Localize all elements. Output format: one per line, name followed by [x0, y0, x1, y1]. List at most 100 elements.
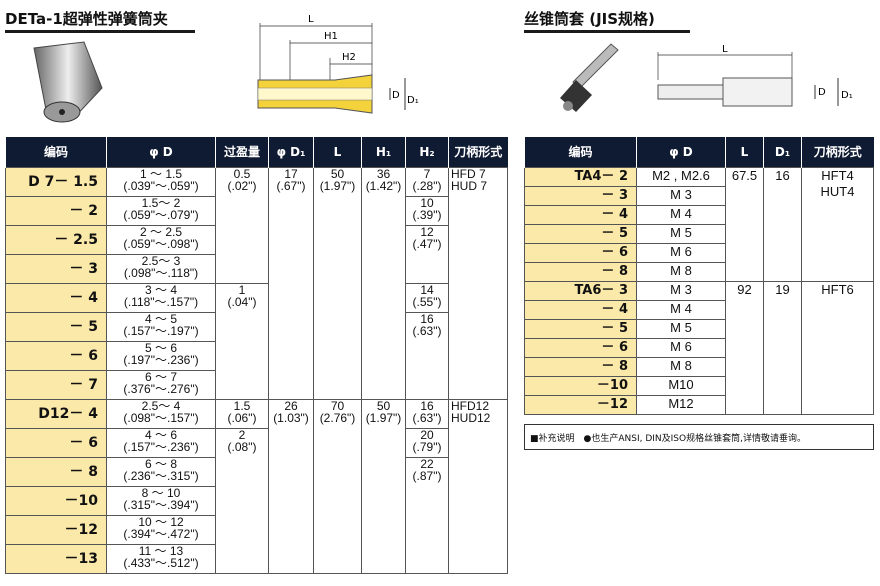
- title-underline: [524, 30, 690, 33]
- spec-cell: 1.5 (.06"): [215, 398, 269, 429]
- diameter-cell: M 4: [636, 204, 726, 225]
- spec-value: 0.5: [233, 166, 251, 181]
- diameter-cell: 1.5～ 2 (.059"～.079"): [106, 195, 216, 226]
- spec-sub: (.04"): [227, 294, 257, 309]
- diameter-inch: (.098"～.118"): [123, 265, 199, 280]
- diameter-cell: 11 ～ 13 (.433"～.512"): [106, 543, 216, 574]
- diameter-inch: (.376"～.276"): [123, 381, 199, 396]
- item-code: － 3: [524, 185, 637, 206]
- diameter-mm: M 6: [670, 338, 692, 354]
- column-header: L: [313, 137, 362, 167]
- spec-sub: (.02"): [227, 178, 257, 193]
- spec-sub: (.63"): [412, 410, 442, 425]
- spec-sub: (.63"): [412, 323, 442, 338]
- spec-cell: HFD12 HUD12: [448, 398, 508, 574]
- spec-value: 12: [420, 224, 434, 239]
- collet-dimension-diagram: L H1 H2 D D₁: [257, 14, 419, 114]
- diameter-inch: (.394"～.472"): [123, 526, 199, 541]
- column-header: L: [725, 137, 764, 167]
- item-code: －10: [524, 375, 637, 396]
- spec-cell: 1 (.04"): [215, 282, 269, 400]
- table-row: － 2 1.5～ 2 (.059"～.079") 10 (.39"): [5, 195, 508, 226]
- item-code: －12: [524, 394, 637, 415]
- spec-value: 92: [737, 281, 752, 297]
- diameter-cell: M 8: [636, 356, 726, 377]
- diameter-mm: 10 ～ 12: [138, 514, 184, 529]
- spec-value: 26: [284, 398, 298, 413]
- svg-text:L: L: [308, 14, 314, 25]
- item-code: － 6: [5, 427, 107, 458]
- spec-sub: HUT4: [820, 183, 855, 199]
- spec-cell: 70 (2.76"): [313, 398, 362, 574]
- item-code: － 6: [524, 337, 637, 358]
- column-header: φ D: [636, 137, 726, 167]
- spec-cell: HFT6: [801, 280, 874, 415]
- diameter-cell: 6 ～ 8 (.236"～.315"): [106, 456, 216, 487]
- item-code: －13: [5, 543, 107, 574]
- spec-sub: (2.76"): [319, 410, 356, 425]
- table-row: TA4－ 2 M2 , M2.6 67.5 16 HFT4 HUT4: [524, 166, 874, 282]
- spec-cell: 26 (1.03"): [268, 398, 314, 574]
- diameter-mm: M12: [668, 395, 694, 411]
- spec-sub: (1.42"): [365, 178, 402, 193]
- diameter-mm: M 8: [670, 262, 692, 278]
- diameter-mm: M 6: [670, 243, 692, 259]
- diameter-mm: 1 ～ 1.5: [139, 166, 183, 181]
- diameter-mm: M 3: [670, 186, 692, 202]
- spec-cell: 17 (.67"): [268, 166, 314, 400]
- spec-cell: 50 (1.97"): [313, 166, 362, 400]
- table-row: D12－ 4 2.5～ 4 (.098"～.157") 1.5 (.06") 26 (1.0…: [5, 398, 508, 574]
- item-code: － 6: [524, 242, 637, 263]
- spec-value: HFD12: [451, 398, 490, 413]
- item-code: －10: [5, 485, 107, 516]
- diameter-inch: (.157"～.197"): [123, 323, 199, 338]
- spec-value: 50: [376, 398, 391, 413]
- diameter-cell: M 8: [636, 261, 726, 282]
- item-code: D12－ 4: [5, 398, 107, 429]
- spec-sub: (.67"): [276, 178, 306, 193]
- spec-value: 16: [775, 167, 790, 183]
- column-header: H₁: [361, 137, 406, 167]
- spec-cell: 92: [725, 280, 764, 415]
- column-header: φ D: [106, 137, 216, 167]
- diameter-cell: M2 , M2.6: [636, 166, 726, 187]
- spec-value: 7: [423, 166, 431, 181]
- svg-text:D₁: D₁: [841, 90, 853, 101]
- spec-sub: (1.03"): [273, 410, 309, 425]
- diameter-mm: 1.5～ 2: [141, 195, 181, 210]
- spec-sub: (.47"): [412, 236, 442, 251]
- spec-value: 14: [420, 282, 434, 297]
- column-header: 刀柄形式: [801, 137, 874, 167]
- diameter-mm: 2.5～ 4: [141, 398, 181, 413]
- svg-text:D₁: D₁: [407, 95, 419, 106]
- spec-cell: 16 (.63"): [405, 398, 449, 429]
- supplementary-note: ■补充说明 ●也生产ANSI, DIN及ISO规格丝锥套筒,详情敬请垂询。: [524, 424, 874, 450]
- spec-cell: 16: [763, 166, 802, 282]
- item-code: TA6－ 3: [524, 280, 637, 301]
- item-code: － 5: [524, 318, 637, 339]
- spec-cell: 14 (.55"): [405, 282, 449, 313]
- diameter-mm: M 4: [670, 205, 692, 221]
- spec-value: 1: [238, 282, 246, 297]
- spec-value: 70: [330, 398, 345, 413]
- item-code: － 8: [524, 356, 637, 377]
- spec-sub: (.39"): [412, 207, 442, 222]
- diameter-inch: (.098"～.157"): [123, 410, 199, 425]
- spec-cell: 22 (.87"): [405, 456, 449, 574]
- diameter-cell: 4 ～ 6 (.157"～.236"): [106, 427, 216, 458]
- spec-value: HFD 7: [451, 166, 486, 181]
- table-row: － 5 M 5: [524, 223, 874, 244]
- item-code: － 4: [524, 299, 637, 320]
- table-row: D 7－ 1.5 1 ～ 1.5 (.039"～.059") 0.5 (.02") 17(…: [5, 166, 508, 400]
- diameter-mm: 4 ～ 6: [144, 427, 178, 442]
- tap-sleeve-spec-table: 编码 φ D L D₁ 刀柄形式 TA4－ 2 M2 , M2.6 67.5 16 HFT4 HUT…: [524, 137, 874, 415]
- table-row: －12 M12: [524, 394, 874, 415]
- item-code: D 7－ 1.5: [5, 166, 107, 197]
- column-header: 编码: [524, 137, 637, 167]
- spec-value: 67.5: [731, 167, 758, 183]
- spec-sub: HUD12: [451, 410, 491, 425]
- diameter-mm: M10: [668, 376, 694, 392]
- spec-value: 36: [376, 166, 391, 181]
